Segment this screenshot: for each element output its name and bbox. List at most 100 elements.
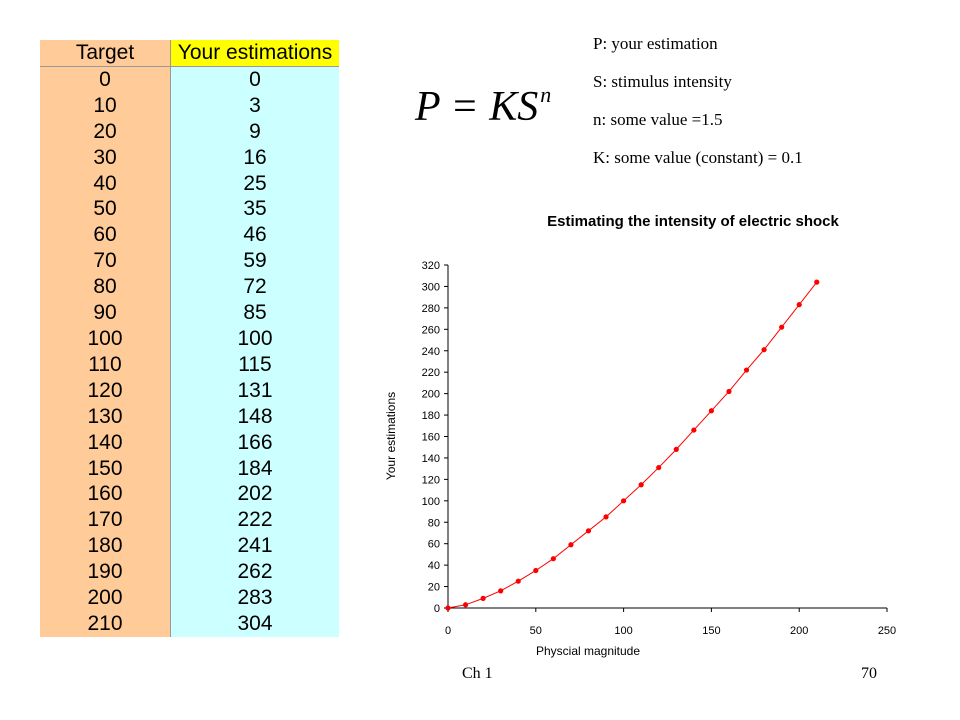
data-point [621,498,627,504]
estimation-cell: 148 [170,403,339,430]
table-row: 30 16 [40,144,339,171]
note-s: S: stimulus intensity [593,72,732,91]
target-cell: 60 [40,222,171,249]
y-tick-label: 140 [422,453,440,465]
x-tick-label: 100 [614,625,632,637]
target-cell: 100 [40,325,171,352]
table-row: 160 202 [40,481,339,508]
table-row: 10 3 [40,92,339,119]
data-point [761,347,767,353]
table-row: 40 25 [40,170,339,197]
table-row: 100 100 [40,325,339,352]
series-line [447,281,818,609]
y-tick-label: 220 [422,367,440,379]
estimation-cell: 222 [170,507,339,534]
target-cell: 10 [40,92,171,119]
note-k: K: some value (constant) = 0.1 [593,148,803,167]
y-tick-label: 40 [428,560,440,572]
target-cell: 200 [40,585,171,611]
data-point [498,588,504,594]
x-tick-label: 0 [445,625,451,637]
data-point [708,408,714,414]
data-point [743,367,750,373]
y-tick-label: 0 [434,603,440,615]
target-cell: 40 [40,170,171,197]
table-row: 120 131 [40,377,339,404]
header-target: Target [40,40,171,67]
y-tick-label: 320 [422,260,440,272]
estimation-cell: 3 [170,92,339,119]
note-p: P: your estimation [593,34,718,53]
y-tick-label: 100 [422,496,440,508]
estimation-cell: 131 [170,377,339,404]
y-tick-label: 60 [428,539,440,551]
table-header-row: Target Your estimations [40,40,339,67]
data-point [673,446,679,452]
estimation-cell: 100 [170,325,339,352]
estimation-cell: 262 [170,559,339,586]
data-point [726,388,732,395]
x-tick-label: 50 [530,625,542,637]
y-tick-label: 180 [422,410,440,422]
y-tick-label: 280 [422,303,440,315]
data-point [462,602,469,608]
table-row: 90 85 [40,300,339,326]
x-tick-label: 200 [790,625,808,637]
y-axis-label: Your estimations [384,392,398,480]
estimation-cell: 85 [170,300,339,326]
target-cell: 190 [40,559,171,586]
target-cell: 180 [40,533,171,560]
formula-exponent: n [540,82,552,107]
x-tick-label: 250 [878,625,896,637]
estimation-cell: 59 [170,248,339,275]
data-point [796,302,802,308]
data-point [533,567,539,574]
data-point [638,482,644,488]
table-row: 170 222 [40,507,339,534]
estimation-chart: Estimating the intensity of electric sho… [384,213,896,658]
y-tick-label: 260 [422,324,440,336]
data-point [585,528,592,534]
estimation-cell: 9 [170,118,339,145]
estimation-cell: 46 [170,222,339,249]
estimation-cell: 241 [170,533,339,560]
estimation-cell: 35 [170,196,339,223]
y-tick-label: 240 [422,346,440,358]
data-point [445,605,451,611]
data-point [550,556,556,562]
target-cell: 210 [40,610,171,637]
target-cell: 140 [40,429,171,456]
table-row: 200 283 [40,585,339,611]
target-cell: 70 [40,248,171,275]
table-row: 60 46 [40,222,339,249]
formula-main: P = KS [415,84,539,130]
estimation-cell: 304 [170,610,339,637]
x-tick-label: 150 [702,625,720,637]
y-tick-label: 300 [422,281,440,293]
target-cell: 170 [40,507,171,534]
y-tick-label: 160 [422,432,440,444]
formula-notes: P: your estimation S: stimulus intensity… [593,33,803,185]
table-row: 70 59 [40,248,339,275]
estimation-cell: 184 [170,455,339,482]
target-cell: 50 [40,196,171,223]
header-estimations: Your estimations [170,40,339,67]
data-point [656,464,662,471]
y-tick-label: 80 [428,517,440,529]
table-row: 130 148 [40,403,339,430]
y-tick-label: 20 [428,582,440,594]
estimation-cell: 202 [170,481,339,508]
y-tick-label: 200 [422,389,440,401]
data-point [779,324,785,330]
estimation-cell: 25 [170,170,339,197]
estimation-cell: 283 [170,585,339,611]
estimation-cell: 16 [170,144,339,171]
data-table: Target Your estimations 0 0 10 3 20 9 30 16 40 25… [40,40,339,637]
target-cell: 30 [40,144,171,171]
y-tick-label: 120 [422,474,440,486]
table-row: 50 35 [40,196,339,223]
note-n: n: some value =1.5 [593,110,723,129]
data-point [603,514,609,520]
data-point [814,279,820,285]
target-cell: 20 [40,118,171,145]
